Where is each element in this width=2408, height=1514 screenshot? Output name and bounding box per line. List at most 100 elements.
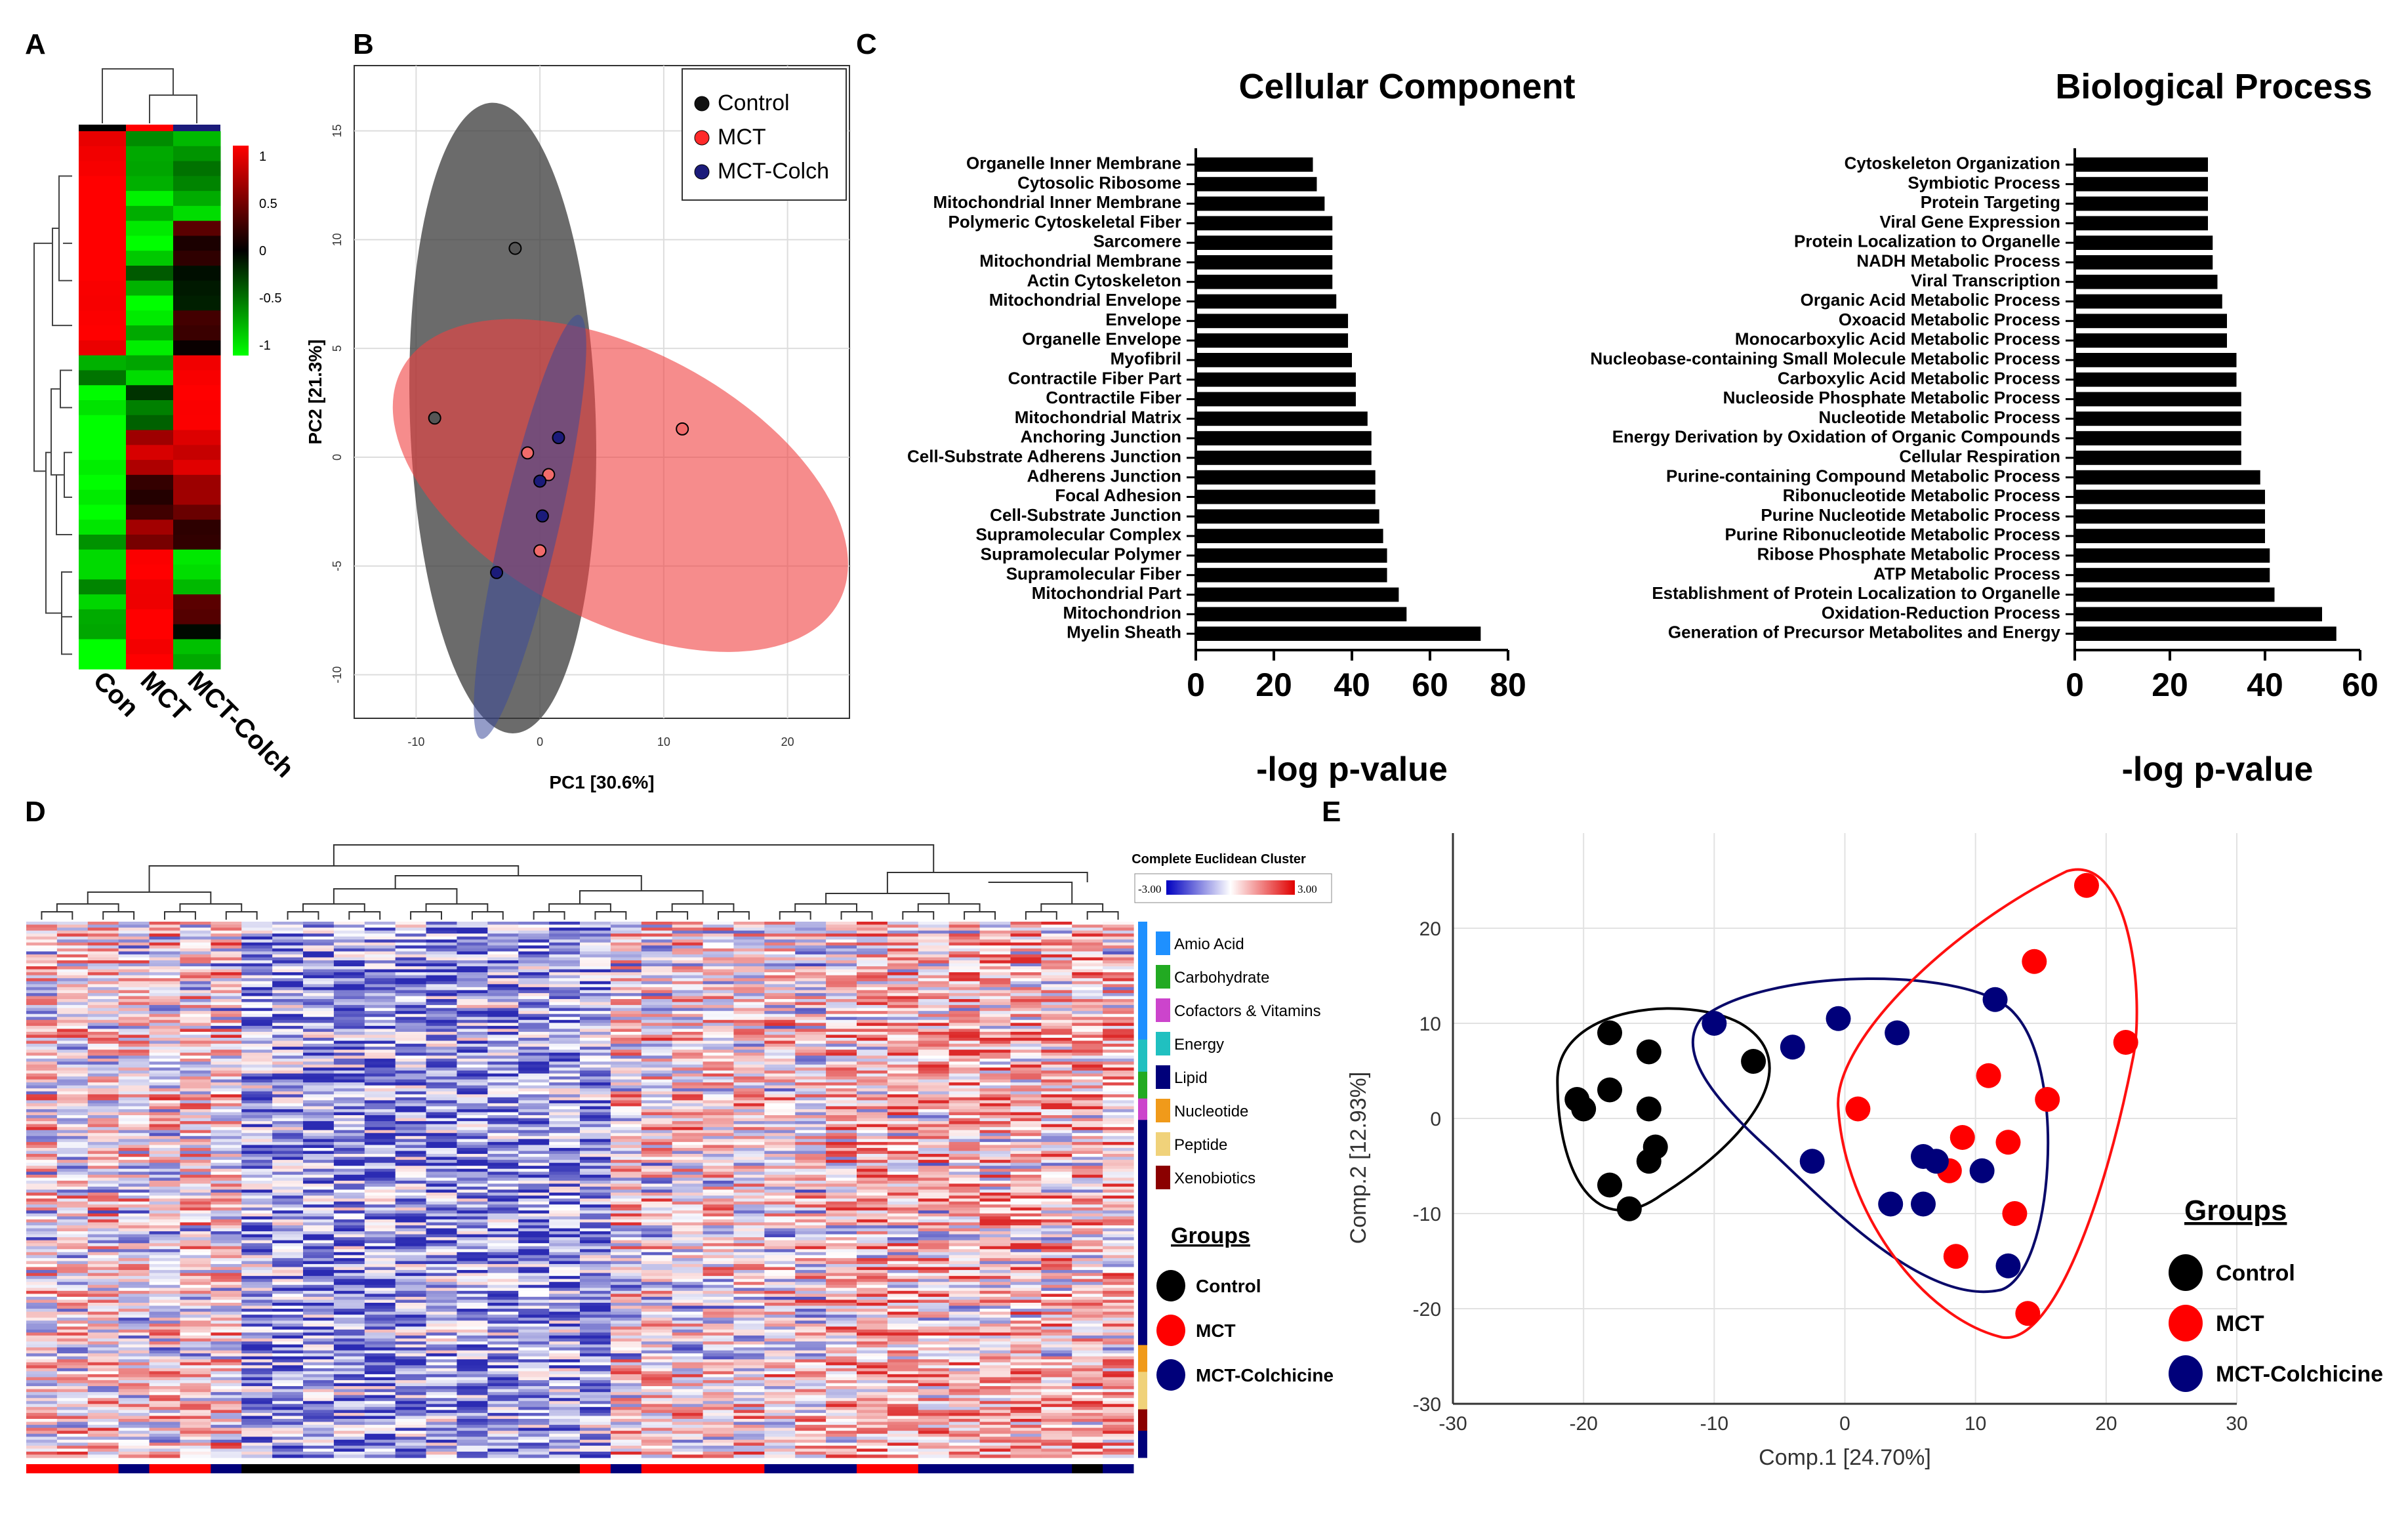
heatmap-cell — [518, 1055, 550, 1059]
heatmap-cell — [518, 1207, 550, 1211]
heatmap-cell — [518, 990, 550, 994]
heatmap-cell — [672, 1050, 704, 1054]
heatmap-cell — [180, 948, 211, 952]
heatmap-cell — [487, 1216, 519, 1220]
heatmap-cell — [580, 984, 611, 988]
heatmap-cell — [795, 1076, 826, 1080]
heatmap-cell — [1041, 1067, 1072, 1071]
heatmap-cell — [641, 1279, 673, 1282]
heatmap-cell — [1072, 1151, 1103, 1155]
heatmap-cell — [979, 1023, 1011, 1027]
heatmap-cell — [333, 1222, 365, 1226]
heatmap-cell — [395, 1172, 427, 1176]
heatmap-cell — [518, 1174, 550, 1178]
heatmap-cell — [764, 1168, 796, 1172]
category-label: ATP Metabolic Process — [1873, 563, 2060, 583]
heatmap-cell — [1072, 1145, 1103, 1149]
heatmap-cell — [887, 1186, 919, 1191]
heatmap-cell — [795, 1177, 826, 1181]
heatmap-cell — [149, 1097, 181, 1101]
heatmap-cell — [426, 1079, 458, 1083]
heatmap-cell — [487, 992, 519, 997]
heatmap-cell — [26, 1273, 58, 1277]
heatmap-cell — [303, 1249, 335, 1253]
heatmap-cell — [1041, 1168, 1072, 1172]
heatmap-cell — [1010, 1100, 1042, 1104]
heatmap-cell — [703, 984, 735, 988]
heatmap-cell — [518, 1145, 550, 1149]
heatmap-cell — [241, 1058, 273, 1062]
heatmap-cell — [87, 1088, 119, 1092]
heatmap-cell — [272, 990, 304, 994]
heatmap-cell — [303, 1088, 335, 1092]
heatmap-cell — [1041, 969, 1072, 973]
heatmap-cell — [395, 1302, 427, 1307]
heatmap-cell — [795, 1064, 826, 1069]
heatmap-cell — [333, 924, 365, 928]
heatmap-cell — [149, 1193, 181, 1197]
heatmap-cell — [87, 1115, 119, 1119]
heatmap-cell — [549, 1112, 581, 1116]
heatmap-cell — [795, 1249, 826, 1253]
heatmap-cell — [1103, 1162, 1134, 1166]
heatmap-cell — [241, 1097, 273, 1101]
heatmap-cell — [857, 1282, 888, 1286]
heatmap-cell — [241, 1246, 273, 1250]
heatmap-cell — [56, 1219, 89, 1223]
heatmap-cell — [426, 960, 458, 964]
heatmap-cell — [949, 1046, 981, 1050]
heatmap-cell — [672, 1198, 704, 1202]
heatmap-cell — [56, 1177, 89, 1181]
heatmap-cell — [149, 1279, 181, 1282]
heatmap-cell — [549, 1172, 581, 1176]
heatmap-cell — [395, 987, 427, 991]
heatmap-cell — [857, 960, 888, 964]
heatmap-cell — [180, 996, 211, 1000]
heatmap-cell — [457, 1073, 488, 1077]
heatmap-cell — [641, 1261, 673, 1265]
heatmap-cell — [949, 936, 981, 940]
heatmap-cell — [949, 1166, 981, 1170]
heatmap-cell — [918, 936, 950, 940]
heatmap-cell — [857, 942, 888, 946]
heatmap-cell — [1041, 1106, 1072, 1110]
heatmap-cell — [549, 1276, 581, 1280]
heatmap-cell — [1041, 1246, 1072, 1250]
heatmap-cell — [272, 1302, 304, 1307]
heatmap-cell — [211, 1013, 242, 1017]
heatmap-cell — [211, 1231, 242, 1235]
heatmap-cell — [703, 1076, 735, 1080]
heatmap-cell — [272, 1279, 304, 1282]
heatmap-cell — [364, 1085, 396, 1089]
heatmap-cell — [1010, 1106, 1042, 1110]
heatmap-cell — [979, 960, 1011, 964]
heatmap-cell — [426, 1100, 458, 1104]
heatmap-cell — [918, 1112, 950, 1116]
heatmap-cell — [826, 936, 857, 940]
heatmap-cell — [487, 948, 519, 952]
heatmap-cell — [333, 945, 365, 949]
heatmap-cell — [918, 960, 950, 964]
heatmap-cell — [1072, 1034, 1103, 1038]
heatmap-cell — [641, 1154, 673, 1158]
heatmap-cell — [211, 1234, 242, 1238]
heatmap-cell — [333, 1225, 365, 1229]
heatmap-cell — [395, 1050, 427, 1054]
heatmap-cell — [26, 987, 58, 991]
category-label: Purine-containing Compound Metabolic Pro… — [1666, 466, 2060, 485]
heatmap-cell — [26, 1222, 58, 1226]
heatmap-cell — [518, 1156, 550, 1160]
heatmap-cell — [364, 978, 396, 982]
heatmap-cell — [1072, 1180, 1103, 1185]
heatmap-cell — [1010, 1145, 1042, 1149]
heatmap-cell — [395, 1160, 427, 1164]
heatmap-cell — [641, 1151, 673, 1155]
heatmap-cell — [1103, 1204, 1134, 1208]
heatmap-cell — [795, 1109, 826, 1113]
heatmap-cell — [795, 1145, 826, 1149]
heatmap-cell — [795, 1193, 826, 1197]
heatmap-cell — [887, 1166, 919, 1170]
heatmap-cell — [580, 1008, 611, 1012]
heatmap-cell — [549, 981, 581, 985]
heatmap-cell — [1041, 1013, 1072, 1017]
